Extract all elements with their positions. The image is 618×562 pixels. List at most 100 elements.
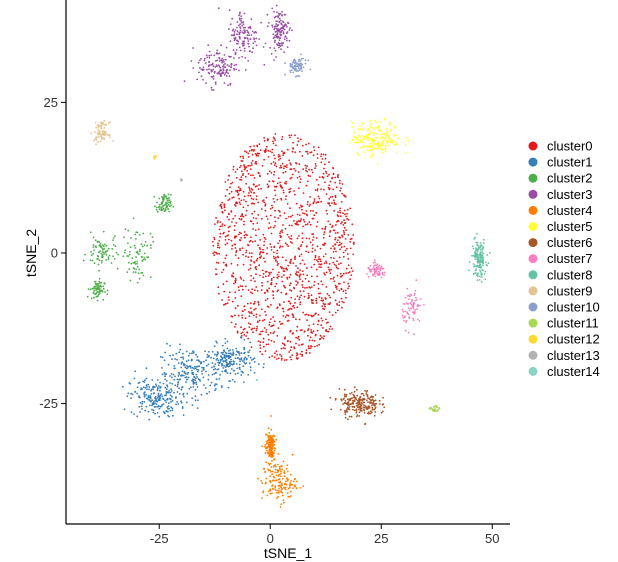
data-point: [239, 29, 242, 32]
data-point: [238, 24, 240, 27]
data-point: [270, 249, 273, 251]
data-point: [351, 405, 354, 408]
data-point: [185, 378, 188, 381]
data-point: [218, 246, 221, 249]
data-point: [373, 259, 376, 261]
data-point: [219, 225, 222, 228]
data-point: [305, 250, 307, 253]
data-point: [160, 393, 163, 396]
data-point: [256, 257, 259, 260]
y-tick-label: 0: [51, 245, 58, 260]
data-point: [130, 411, 133, 414]
data-point: [372, 273, 374, 276]
data-point: [296, 213, 299, 216]
data-point: [107, 258, 110, 261]
data-point: [141, 245, 144, 248]
data-point: [251, 292, 254, 295]
data-point: [296, 282, 299, 284]
data-point: [293, 65, 295, 68]
data-point: [135, 231, 138, 234]
data-point: [279, 214, 282, 217]
data-point: [238, 14, 241, 17]
data-point: [359, 395, 362, 398]
data-point: [141, 402, 144, 405]
data-point: [343, 281, 345, 284]
data-point: [150, 244, 152, 247]
data-point: [283, 301, 285, 303]
data-point: [290, 134, 293, 137]
data-point: [326, 213, 329, 215]
data-point: [241, 331, 244, 334]
data-point: [238, 352, 241, 355]
data-point: [340, 187, 342, 190]
data-point: [407, 307, 410, 309]
data-point: [290, 495, 292, 497]
data-point: [245, 335, 248, 337]
data-point: [247, 204, 249, 207]
data-point: [215, 64, 218, 66]
data-point: [240, 17, 243, 20]
data-point: [334, 232, 337, 235]
data-point: [367, 128, 370, 131]
data-point: [283, 475, 286, 478]
data-point: [289, 177, 292, 180]
data-point: [185, 381, 188, 383]
data-point: [274, 139, 277, 142]
data-point: [99, 284, 102, 287]
data-point: [329, 223, 332, 226]
data-point: [296, 295, 299, 298]
data-point: [262, 491, 264, 494]
data-point: [234, 326, 236, 328]
data-point: [251, 160, 254, 162]
data-point: [384, 119, 386, 121]
data-point: [225, 354, 228, 357]
data-point: [285, 259, 287, 261]
data-point: [407, 298, 410, 301]
data-point: [143, 244, 146, 246]
data-point: [264, 260, 266, 263]
data-point: [92, 244, 95, 246]
data-point: [249, 164, 251, 167]
data-point: [250, 236, 252, 239]
data-point: [146, 386, 148, 388]
data-point: [226, 340, 229, 343]
data-point: [271, 437, 274, 439]
data-point: [339, 408, 342, 411]
data-point: [253, 203, 256, 205]
data-point: [353, 409, 356, 412]
data-point: [273, 164, 276, 167]
data-point: [316, 245, 319, 248]
data-point: [322, 299, 325, 302]
data-point: [375, 137, 377, 140]
data-point: [293, 62, 296, 65]
data-point: [347, 282, 350, 285]
data-point: [308, 205, 311, 207]
data-point: [268, 490, 270, 493]
data-point: [311, 302, 313, 304]
data-point: [211, 362, 214, 364]
data-point: [294, 255, 296, 258]
data-point: [381, 136, 384, 138]
data-point: [145, 405, 148, 408]
data-point: [280, 323, 282, 326]
data-point: [138, 381, 141, 384]
data-point: [273, 443, 276, 446]
data-point: [302, 168, 305, 171]
data-point: [343, 396, 346, 398]
data-point: [229, 380, 232, 382]
data-point: [245, 255, 247, 258]
data-point: [306, 274, 309, 277]
x-axis-ticks: -25 0 25 50: [150, 524, 499, 546]
data-point: [153, 157, 156, 160]
data-point: [150, 393, 153, 395]
data-point: [304, 224, 307, 226]
data-point: [297, 74, 300, 77]
data-point: [233, 57, 235, 59]
data-point: [197, 61, 200, 64]
data-point: [280, 355, 283, 357]
data-point: [242, 381, 245, 383]
data-point: [252, 358, 255, 361]
data-point: [267, 156, 270, 158]
data-point: [235, 49, 238, 51]
data-point: [286, 233, 289, 236]
